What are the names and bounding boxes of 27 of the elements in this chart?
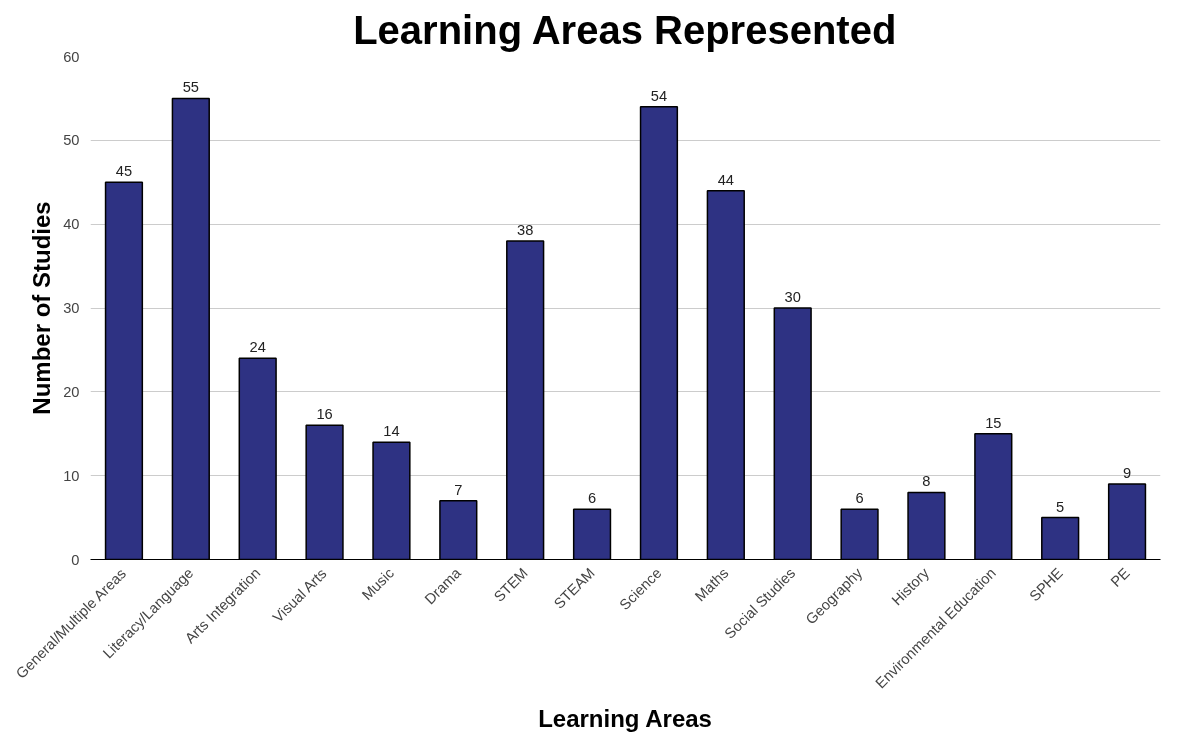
y-tick-label: 30	[63, 300, 80, 316]
y-tick-label: 60	[63, 48, 80, 65]
y-tick-label: 0	[71, 551, 80, 568]
y-tick-label: 50	[63, 132, 80, 149]
y-tick-label: 10	[63, 467, 80, 484]
x-tick-label: PE	[1107, 564, 1133, 590]
data-label: 54	[650, 87, 668, 104]
data-label: 6	[587, 490, 597, 507]
data-label: 55	[182, 79, 199, 96]
data-label: 24	[249, 339, 266, 356]
y-tick-label: 40	[63, 216, 80, 233]
chart-title: Learning Areas Represented	[353, 7, 897, 52]
data-label: 5	[1056, 498, 1065, 515]
x-axis-title: Learning Areas	[538, 705, 712, 733]
data-label: 16	[316, 406, 333, 423]
data-label: 8	[922, 473, 931, 490]
data-label: 44	[717, 171, 734, 188]
data-label: 9	[1122, 465, 1132, 482]
data-label: 7	[454, 481, 463, 498]
y-axis-title: Number of Studies	[28, 201, 56, 415]
data-label: 30	[784, 289, 801, 305]
data-label: 15	[985, 414, 1002, 431]
data-label: 45	[115, 163, 133, 180]
data-label: 6	[855, 490, 864, 507]
data-label: 38	[517, 221, 534, 238]
y-tick-label: 20	[63, 383, 80, 400]
data-label: 14	[383, 423, 400, 440]
